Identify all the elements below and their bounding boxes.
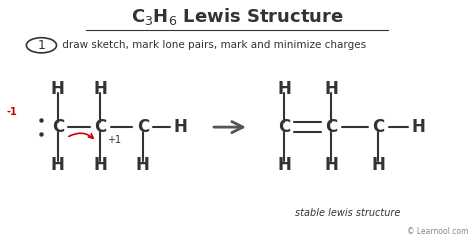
Text: H: H: [51, 80, 65, 98]
Text: H: H: [324, 80, 338, 98]
Text: C: C: [278, 118, 290, 136]
Text: C: C: [52, 118, 64, 136]
Text: C: C: [372, 118, 384, 136]
Text: © Learnool.com: © Learnool.com: [407, 227, 468, 236]
Text: C$_3$H$_6$ Lewis Structure: C$_3$H$_6$ Lewis Structure: [130, 6, 344, 27]
Text: H: H: [93, 80, 107, 98]
Text: C: C: [94, 118, 107, 136]
Text: 1: 1: [37, 39, 46, 52]
Text: H: H: [411, 118, 425, 136]
Text: H: H: [277, 80, 291, 98]
Text: draw sketch, mark lone pairs, mark and minimize charges: draw sketch, mark lone pairs, mark and m…: [59, 40, 366, 50]
Text: stable lewis structure: stable lewis structure: [295, 208, 401, 217]
Text: H: H: [51, 156, 65, 174]
Text: C: C: [325, 118, 337, 136]
Text: H: H: [136, 156, 150, 174]
Text: H: H: [277, 156, 291, 174]
Text: C: C: [137, 118, 149, 136]
Text: H: H: [372, 156, 385, 174]
Text: -1: -1: [6, 107, 17, 117]
Text: H: H: [324, 156, 338, 174]
Text: +1: +1: [108, 135, 121, 145]
Text: H: H: [93, 156, 107, 174]
Text: H: H: [173, 118, 187, 136]
FancyArrowPatch shape: [69, 133, 93, 138]
